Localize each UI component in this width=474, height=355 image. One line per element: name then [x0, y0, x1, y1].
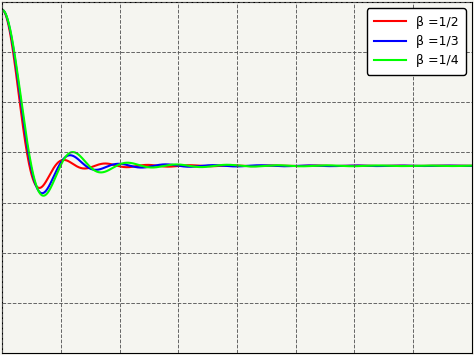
β =1/2: [36, 186, 42, 190]
Legend: β =1/2, β =1/3, β =1/4: β =1/2, β =1/3, β =1/4: [367, 8, 465, 75]
β =1/4: [169, 163, 175, 167]
β =1/2: [169, 164, 175, 169]
Line: β =1/3: β =1/3: [2, 10, 472, 193]
β =1/2: [0, 8, 5, 12]
β =1/4: [347, 164, 353, 168]
β =1/3: [277, 164, 283, 168]
β =1/2: [23, 143, 28, 147]
β =1/2: [469, 164, 474, 168]
β =1/4: [298, 164, 303, 168]
Line: β =1/2: β =1/2: [2, 10, 472, 188]
β =1/2: [298, 164, 303, 168]
β =1/2: [373, 164, 378, 168]
β =1/4: [277, 163, 283, 168]
β =1/3: [39, 191, 45, 195]
β =1/3: [373, 164, 378, 168]
β =1/3: [169, 163, 175, 167]
β =1/3: [298, 163, 303, 168]
β =1/4: [41, 193, 46, 198]
β =1/3: [0, 8, 5, 12]
β =1/3: [469, 164, 474, 168]
β =1/3: [23, 134, 28, 138]
β =1/2: [347, 164, 353, 168]
β =1/4: [23, 130, 28, 134]
β =1/2: [277, 164, 283, 168]
β =1/4: [469, 164, 474, 168]
β =1/3: [347, 163, 353, 168]
Line: β =1/4: β =1/4: [2, 10, 472, 196]
β =1/4: [373, 163, 378, 168]
β =1/4: [0, 8, 5, 12]
